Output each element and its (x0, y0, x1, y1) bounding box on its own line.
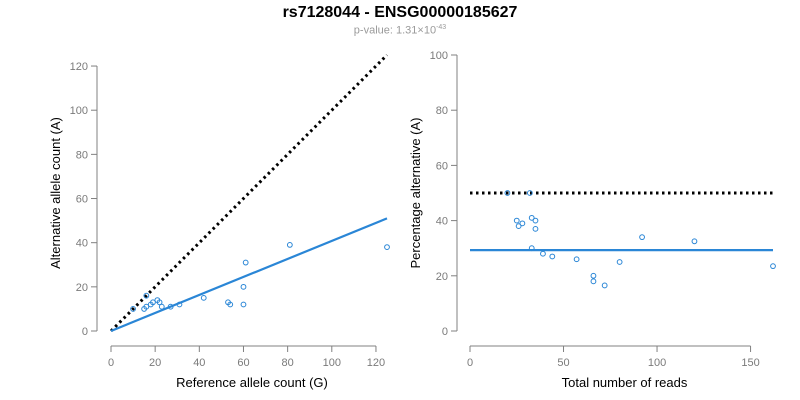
counts-y-tick-label: 0 (82, 326, 88, 338)
counts-fit-line (110, 217, 388, 333)
counts-data-point (240, 283, 247, 290)
counts-y-tick-label: 60 (76, 194, 88, 206)
percentage-scatter-panel: 0 20 40 60 80 100 0 50 100 150 Total number of rea… (408, 50, 776, 390)
counts-data-point (384, 244, 390, 250)
percentage-data-point (528, 214, 535, 221)
counts-x-tick-label: 60 (237, 357, 249, 369)
percentage-y-tick-label: 100 (430, 50, 448, 62)
p-value-text: p-value: 1.31×10 (353, 24, 437, 37)
percentage-x-tick-label: 150 (741, 357, 759, 369)
counts-y-tick-label: 20 (76, 282, 88, 294)
percentage-x-axis-title: Total number of reads (562, 375, 688, 390)
counts-data-point (240, 301, 247, 308)
percentage-data-point (540, 250, 546, 257)
counts-data-point (227, 301, 234, 308)
counts-data-point (143, 303, 150, 310)
counts-data-point (143, 292, 150, 299)
percentage-data-point (691, 238, 698, 245)
counts-x-tick-label: 40 (193, 357, 205, 369)
counts-reference-line (109, 53, 389, 333)
percentage-x-tick-label: 50 (557, 357, 569, 369)
percentage-data-point (515, 223, 522, 230)
percentage-data-point (590, 272, 597, 279)
counts-data-point (156, 299, 163, 306)
percentage-y-tick-label: 40 (436, 216, 448, 228)
counts-x-tick-label: 80 (282, 357, 294, 369)
counts-data-point (242, 259, 249, 266)
counts-x-tick-label: 20 (149, 357, 161, 369)
counts-y-axis-title: Alternative allele count (A) (48, 117, 63, 269)
counts-x-axis-title: Reference allele count (G) (176, 375, 328, 390)
percentage-data-point (601, 282, 608, 289)
percentage-data-point (639, 234, 645, 241)
p-value-exponent: -43 (436, 24, 447, 31)
percentage-data-point (573, 256, 580, 263)
counts-y-tick-label: 120 (70, 61, 88, 73)
percentage-data-point (532, 217, 539, 224)
p-value-subtitle: p-value: 1.31×10-43 (0, 24, 800, 37)
percentage-data-point (504, 190, 511, 196)
counts-data-point (176, 301, 183, 308)
counts-data-point (167, 303, 174, 310)
percentage-y-tick-label: 80 (436, 105, 448, 117)
percentage-data-point (513, 217, 520, 224)
percentage-data-point (519, 220, 526, 227)
counts-data-point (130, 306, 136, 312)
percentage-y-tick-label: 20 (436, 271, 448, 283)
page-title: rs7128044 - ENSG00000185627 (282, 4, 518, 21)
counts-y-tick-label: 80 (76, 149, 88, 161)
counts-x-tick-label: 100 (323, 357, 341, 369)
counts-data-point (150, 299, 156, 306)
counts-data-point (200, 294, 207, 301)
percentage-data-point (532, 225, 539, 232)
percentage-y-axis-title: Percentage alternative (A) (408, 117, 423, 268)
percentage-data-point (549, 253, 556, 260)
percentage-data-point (590, 278, 597, 285)
percentage-data-point (528, 245, 535, 252)
counts-x-tick-label: 0 (108, 357, 114, 369)
percentage-data-point (770, 263, 776, 270)
counts-data-point (286, 241, 293, 248)
percentage-y-tick-label: 0 (442, 326, 448, 338)
percentage-y-tick-label: 60 (436, 160, 448, 172)
counts-scatter-panel: 0 20 40 60 80 100 120 0 20 40 60 80 100 120 Reference … (48, 53, 390, 390)
counts-x-tick-label: 120 (367, 357, 385, 369)
percentage-x-tick-label: 0 (467, 357, 473, 369)
counts-y-tick-label: 100 (70, 105, 88, 117)
percentage-data-point (616, 259, 623, 265)
percentage-x-tick-label: 100 (648, 357, 666, 369)
percentage-data-point (526, 190, 533, 196)
counts-data-point (158, 303, 165, 310)
counts-y-tick-label: 40 (76, 238, 88, 250)
